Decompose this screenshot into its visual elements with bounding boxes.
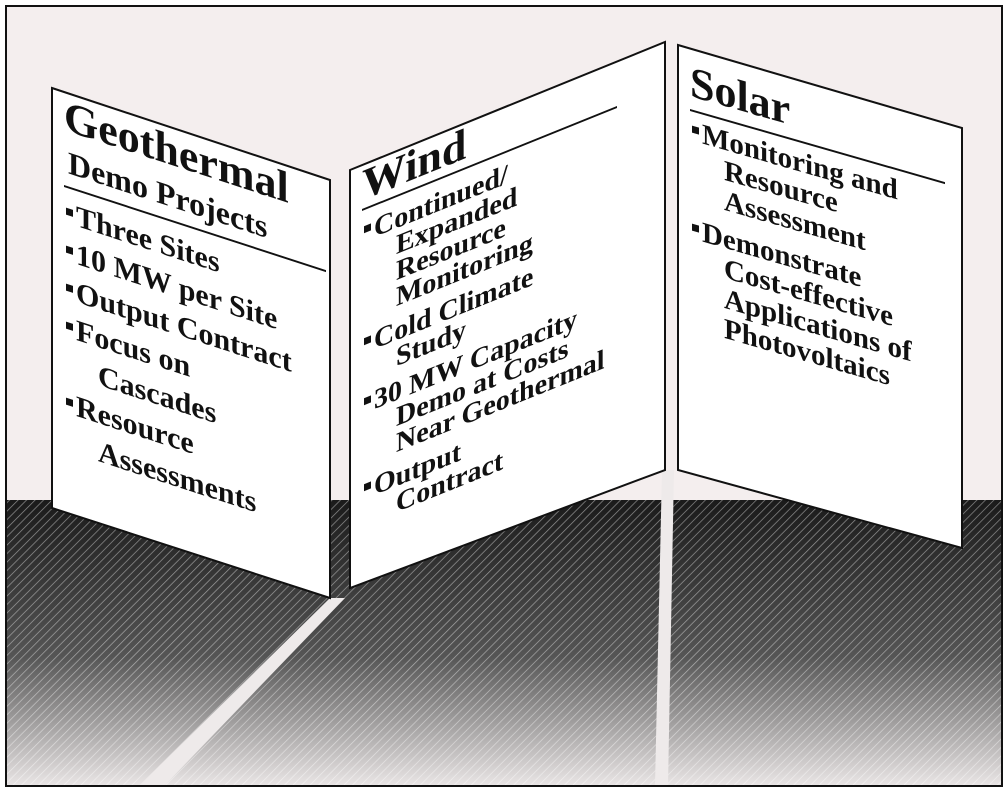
bullet	[66, 283, 73, 293]
light-beam	[655, 470, 674, 785]
bullet	[364, 395, 371, 406]
bullet	[692, 125, 699, 135]
bullet	[66, 207, 73, 217]
panel	[51, 86, 331, 600]
rule	[64, 185, 326, 273]
bullet	[66, 245, 73, 255]
light-beam	[140, 598, 345, 785]
bullet	[692, 223, 699, 233]
rule	[690, 109, 945, 185]
bullet	[364, 481, 371, 492]
bullet	[66, 397, 73, 407]
panel	[677, 43, 963, 550]
rule	[362, 105, 617, 211]
bullet	[364, 223, 371, 234]
panel	[349, 40, 666, 590]
bullet	[66, 321, 73, 331]
bullet	[364, 335, 371, 346]
